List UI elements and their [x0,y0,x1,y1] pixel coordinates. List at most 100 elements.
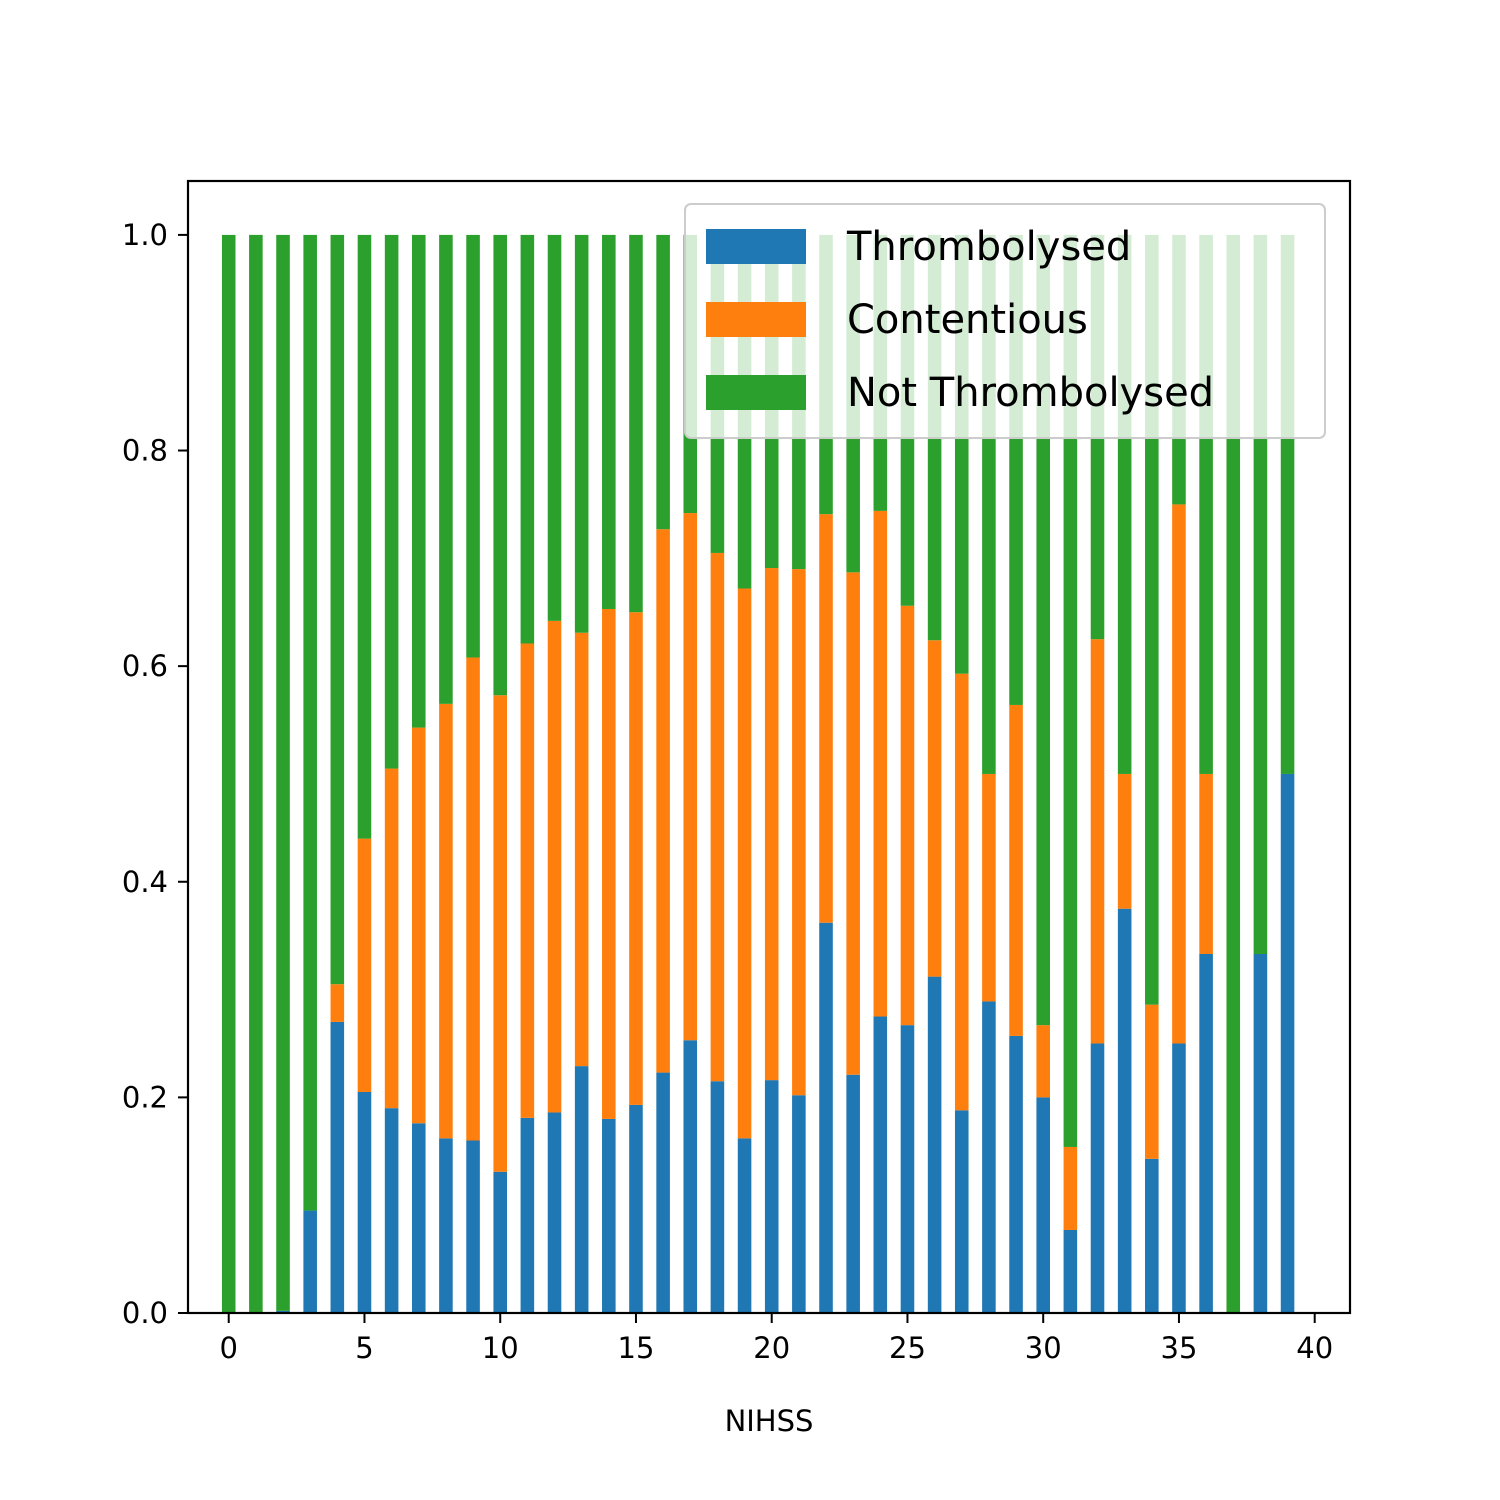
x-axis-ticks: 0 5 10 15 20 25 30 35 40 [219,1313,1333,1365]
bar-not-thrombolysed-nihss-5 [357,234,372,839]
bar-contentious-nihss-29 [1009,704,1023,1036]
bar-thrombolysed-nihss-24 [873,1016,888,1313]
bar-contentious-nihss-22 [819,514,833,923]
bar-thrombolysed-nihss-10 [493,1171,507,1313]
y-tick-label: 0.6 [122,649,168,683]
legend-swatch-not-thrombolysed [706,375,806,410]
bar-thrombolysed-nihss-27 [954,1110,969,1313]
bar-contentious-nihss-10 [493,695,507,1172]
y-tick-label: 0.2 [122,1080,168,1114]
x-tick-label: 30 [1025,1331,1062,1365]
bar-contentious-nihss-16 [656,529,670,1073]
y-tick-label: 1.0 [122,218,168,252]
bar-thrombolysed-nihss-25 [900,1025,915,1313]
x-tick-label: 0 [219,1331,237,1365]
bar-thrombolysed-nihss-9 [466,1140,480,1313]
bar-thrombolysed-nihss-4 [330,1021,345,1313]
bar-contentious-nihss-31 [1063,1146,1078,1230]
x-tick-label: 35 [1161,1331,1198,1365]
legend-label-not-thrombolysed: Not Thrombolysed [847,370,1214,416]
bars-layer [221,234,1295,1313]
bar-contentious-nihss-32 [1090,639,1105,1044]
bar-not-thrombolysed-nihss-10 [493,234,507,696]
bar-thrombolysed-nihss-15 [629,1104,643,1313]
bar-contentious-nihss-20 [764,568,779,1081]
bar-thrombolysed-nihss-39 [1280,773,1295,1313]
bar-not-thrombolysed-nihss-11 [520,234,535,644]
bar-thrombolysed-nihss-16 [656,1072,670,1313]
bar-contentious-nihss-8 [439,703,453,1139]
y-tick-label: 0.8 [122,434,168,468]
bar-contentious-nihss-25 [900,605,915,1026]
bar-contentious-nihss-27 [954,673,969,1111]
bar-contentious-nihss-6 [384,768,399,1109]
bar-thrombolysed-nihss-3 [303,1210,317,1313]
x-tick-label: 25 [889,1331,926,1365]
bar-contentious-nihss-34 [1145,1004,1159,1159]
bar-contentious-nihss-4 [330,984,345,1022]
legend-label-thrombolysed: Thrombolysed [846,224,1131,270]
plot-frame [186,179,1352,1315]
legend-swatch-contentious [706,302,806,337]
bar-thrombolysed-nihss-14 [602,1118,616,1313]
y-tick-label: 0.0 [122,1296,168,1330]
bar-thrombolysed-nihss-36 [1199,953,1213,1313]
bar-thrombolysed-nihss-7 [411,1123,426,1313]
bar-contentious-nihss-26 [927,640,942,977]
bar-not-thrombolysed-nihss-4 [330,234,345,985]
bar-not-thrombolysed-nihss-6 [384,234,399,769]
bar-thrombolysed-nihss-13 [574,1066,589,1313]
bar-not-thrombolysed-nihss-15 [629,234,643,613]
bar-not-thrombolysed-nihss-8 [439,234,453,704]
bar-thrombolysed-nihss-26 [927,976,942,1313]
bar-thrombolysed-nihss-12 [547,1112,562,1313]
bar-thrombolysed-nihss-28 [982,1001,996,1313]
bar-thrombolysed-nihss-18 [710,1081,725,1313]
bar-contentious-nihss-19 [737,588,752,1139]
bar-contentious-nihss-35 [1172,504,1186,1044]
legend: Thrombolysed Contentious Not Thrombolysed [684,203,1326,439]
bar-thrombolysed-nihss-34 [1145,1158,1159,1313]
x-tick-label: 10 [482,1331,519,1365]
y-tick-label: 0.4 [122,865,168,899]
legend-label-contentious: Contentious [847,297,1088,343]
bar-contentious-nihss-30 [1036,1025,1050,1098]
bar-contentious-nihss-33 [1117,773,1132,909]
bar-contentious-nihss-15 [629,612,643,1105]
bar-thrombolysed-nihss-6 [384,1108,399,1313]
bar-thrombolysed-nihss-20 [764,1080,779,1313]
bar-contentious-nihss-9 [466,657,480,1141]
bar-not-thrombolysed-nihss-37 [1226,234,1241,1313]
bar-not-thrombolysed-nihss-14 [602,234,616,609]
bar-contentious-nihss-18 [710,552,725,1082]
legend-box [684,203,1326,439]
bar-thrombolysed-nihss-22 [819,922,833,1313]
bar-contentious-nihss-17 [683,513,698,1041]
bar-thrombolysed-nihss-38 [1253,953,1268,1313]
bar-thrombolysed-nihss-30 [1036,1097,1050,1313]
bar-contentious-nihss-5 [357,838,372,1092]
legend-swatch-thrombolysed [706,229,806,264]
bar-contentious-nihss-13 [574,632,589,1067]
bar-thrombolysed-nihss-19 [737,1138,752,1313]
bar-thrombolysed-nihss-31 [1063,1229,1078,1313]
bar-not-thrombolysed-nihss-12 [547,234,562,621]
bar-contentious-nihss-28 [982,773,996,1002]
x-tick-label: 15 [618,1331,655,1365]
bar-not-thrombolysed-nihss-1 [249,234,263,1313]
bar-not-thrombolysed-nihss-7 [411,234,426,728]
bar-not-thrombolysed-nihss-31 [1063,234,1078,1147]
bar-not-thrombolysed-nihss-0 [221,234,236,1313]
bar-not-thrombolysed-nihss-13 [574,234,589,633]
bar-contentious-nihss-7 [411,727,426,1124]
bar-contentious-nihss-11 [520,643,535,1118]
bar-not-thrombolysed-nihss-3 [303,234,317,1211]
bar-thrombolysed-nihss-11 [520,1117,535,1313]
bar-contentious-nihss-14 [602,609,616,1119]
bar-thrombolysed-nihss-29 [1009,1035,1023,1313]
x-tick-label: 20 [753,1331,790,1365]
bar-contentious-nihss-21 [792,569,806,1096]
bar-thrombolysed-nihss-21 [792,1095,806,1313]
x-axis-label: NIHSS [725,1404,814,1438]
